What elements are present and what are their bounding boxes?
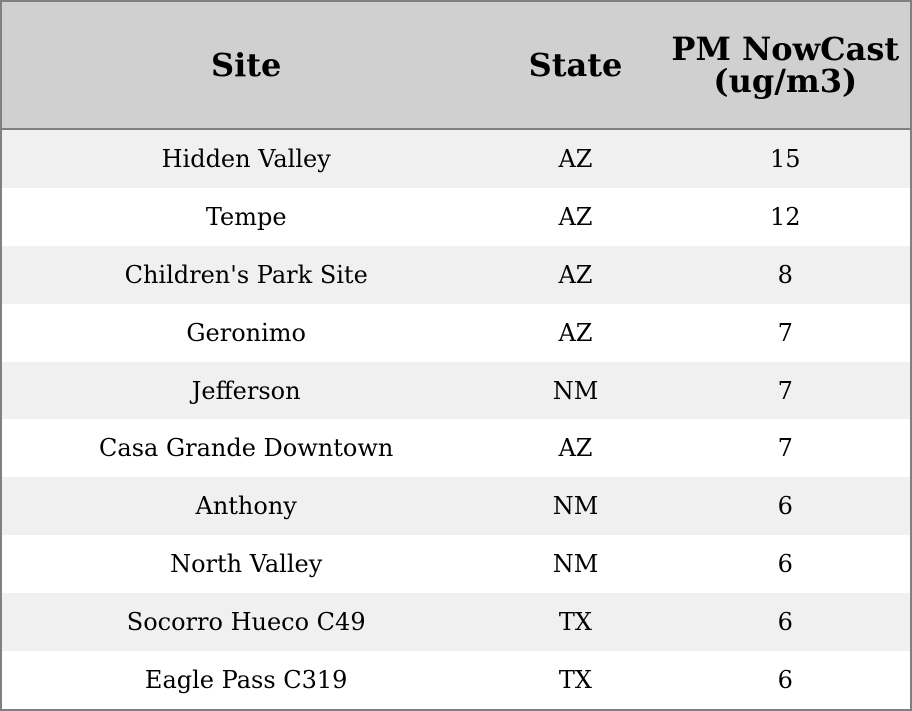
cell-state: AZ: [490, 419, 661, 478]
cell-state: NM: [490, 535, 661, 594]
cell-state: AZ: [490, 245, 661, 304]
table-row: Casa Grande Downtown AZ 7: [1, 419, 911, 478]
cell-state: TX: [490, 593, 661, 652]
cell-pm-value: 6: [660, 651, 911, 710]
cell-state: AZ: [490, 129, 661, 188]
cell-state: TX: [490, 651, 661, 710]
cell-site: Jefferson: [1, 361, 491, 420]
header-state: State: [490, 1, 661, 130]
cell-pm-value: 15: [660, 129, 911, 188]
cell-site: Tempe: [1, 187, 491, 246]
table-row: Children's Park Site AZ 8: [1, 245, 911, 304]
cell-state: NM: [490, 477, 661, 536]
cell-site: Anthony: [1, 477, 491, 536]
header-site: Site: [1, 1, 491, 130]
cell-site: Casa Grande Downtown: [1, 419, 491, 478]
cell-state: AZ: [490, 303, 661, 362]
cell-pm-value: 7: [660, 419, 911, 478]
cell-pm-value: 6: [660, 477, 911, 536]
cell-site: Socorro Hueco C49: [1, 593, 491, 652]
cell-pm-value: 7: [660, 361, 911, 420]
table-row: Tempe AZ 12: [1, 187, 911, 246]
cell-pm-value: 6: [660, 593, 911, 652]
table-row: Eagle Pass C319 TX 6: [1, 651, 911, 710]
cell-site: Geronimo: [1, 303, 491, 362]
cell-site: Eagle Pass C319: [1, 651, 491, 710]
cell-pm-value: 8: [660, 245, 911, 304]
header-pm-nowcast: PM NowCast (ug/m3): [660, 1, 911, 130]
cell-pm-value: 6: [660, 535, 911, 594]
table-row: Jefferson NM 7: [1, 361, 911, 420]
cell-site: Children's Park Site: [1, 245, 491, 304]
cell-site: Hidden Valley: [1, 129, 491, 188]
cell-pm-value: 12: [660, 187, 911, 246]
table-row: North Valley NM 6: [1, 535, 911, 594]
table-row: Anthony NM 6: [1, 477, 911, 536]
cell-pm-value: 7: [660, 303, 911, 362]
cell-state: AZ: [490, 187, 661, 246]
cell-state: NM: [490, 361, 661, 420]
cell-site: North Valley: [1, 535, 491, 594]
table-row: Geronimo AZ 7: [1, 303, 911, 362]
table-row: Socorro Hueco C49 TX 6: [1, 593, 911, 652]
header-row: Site State PM NowCast (ug/m3): [1, 1, 911, 130]
table-row: Hidden Valley AZ 15: [1, 129, 911, 188]
